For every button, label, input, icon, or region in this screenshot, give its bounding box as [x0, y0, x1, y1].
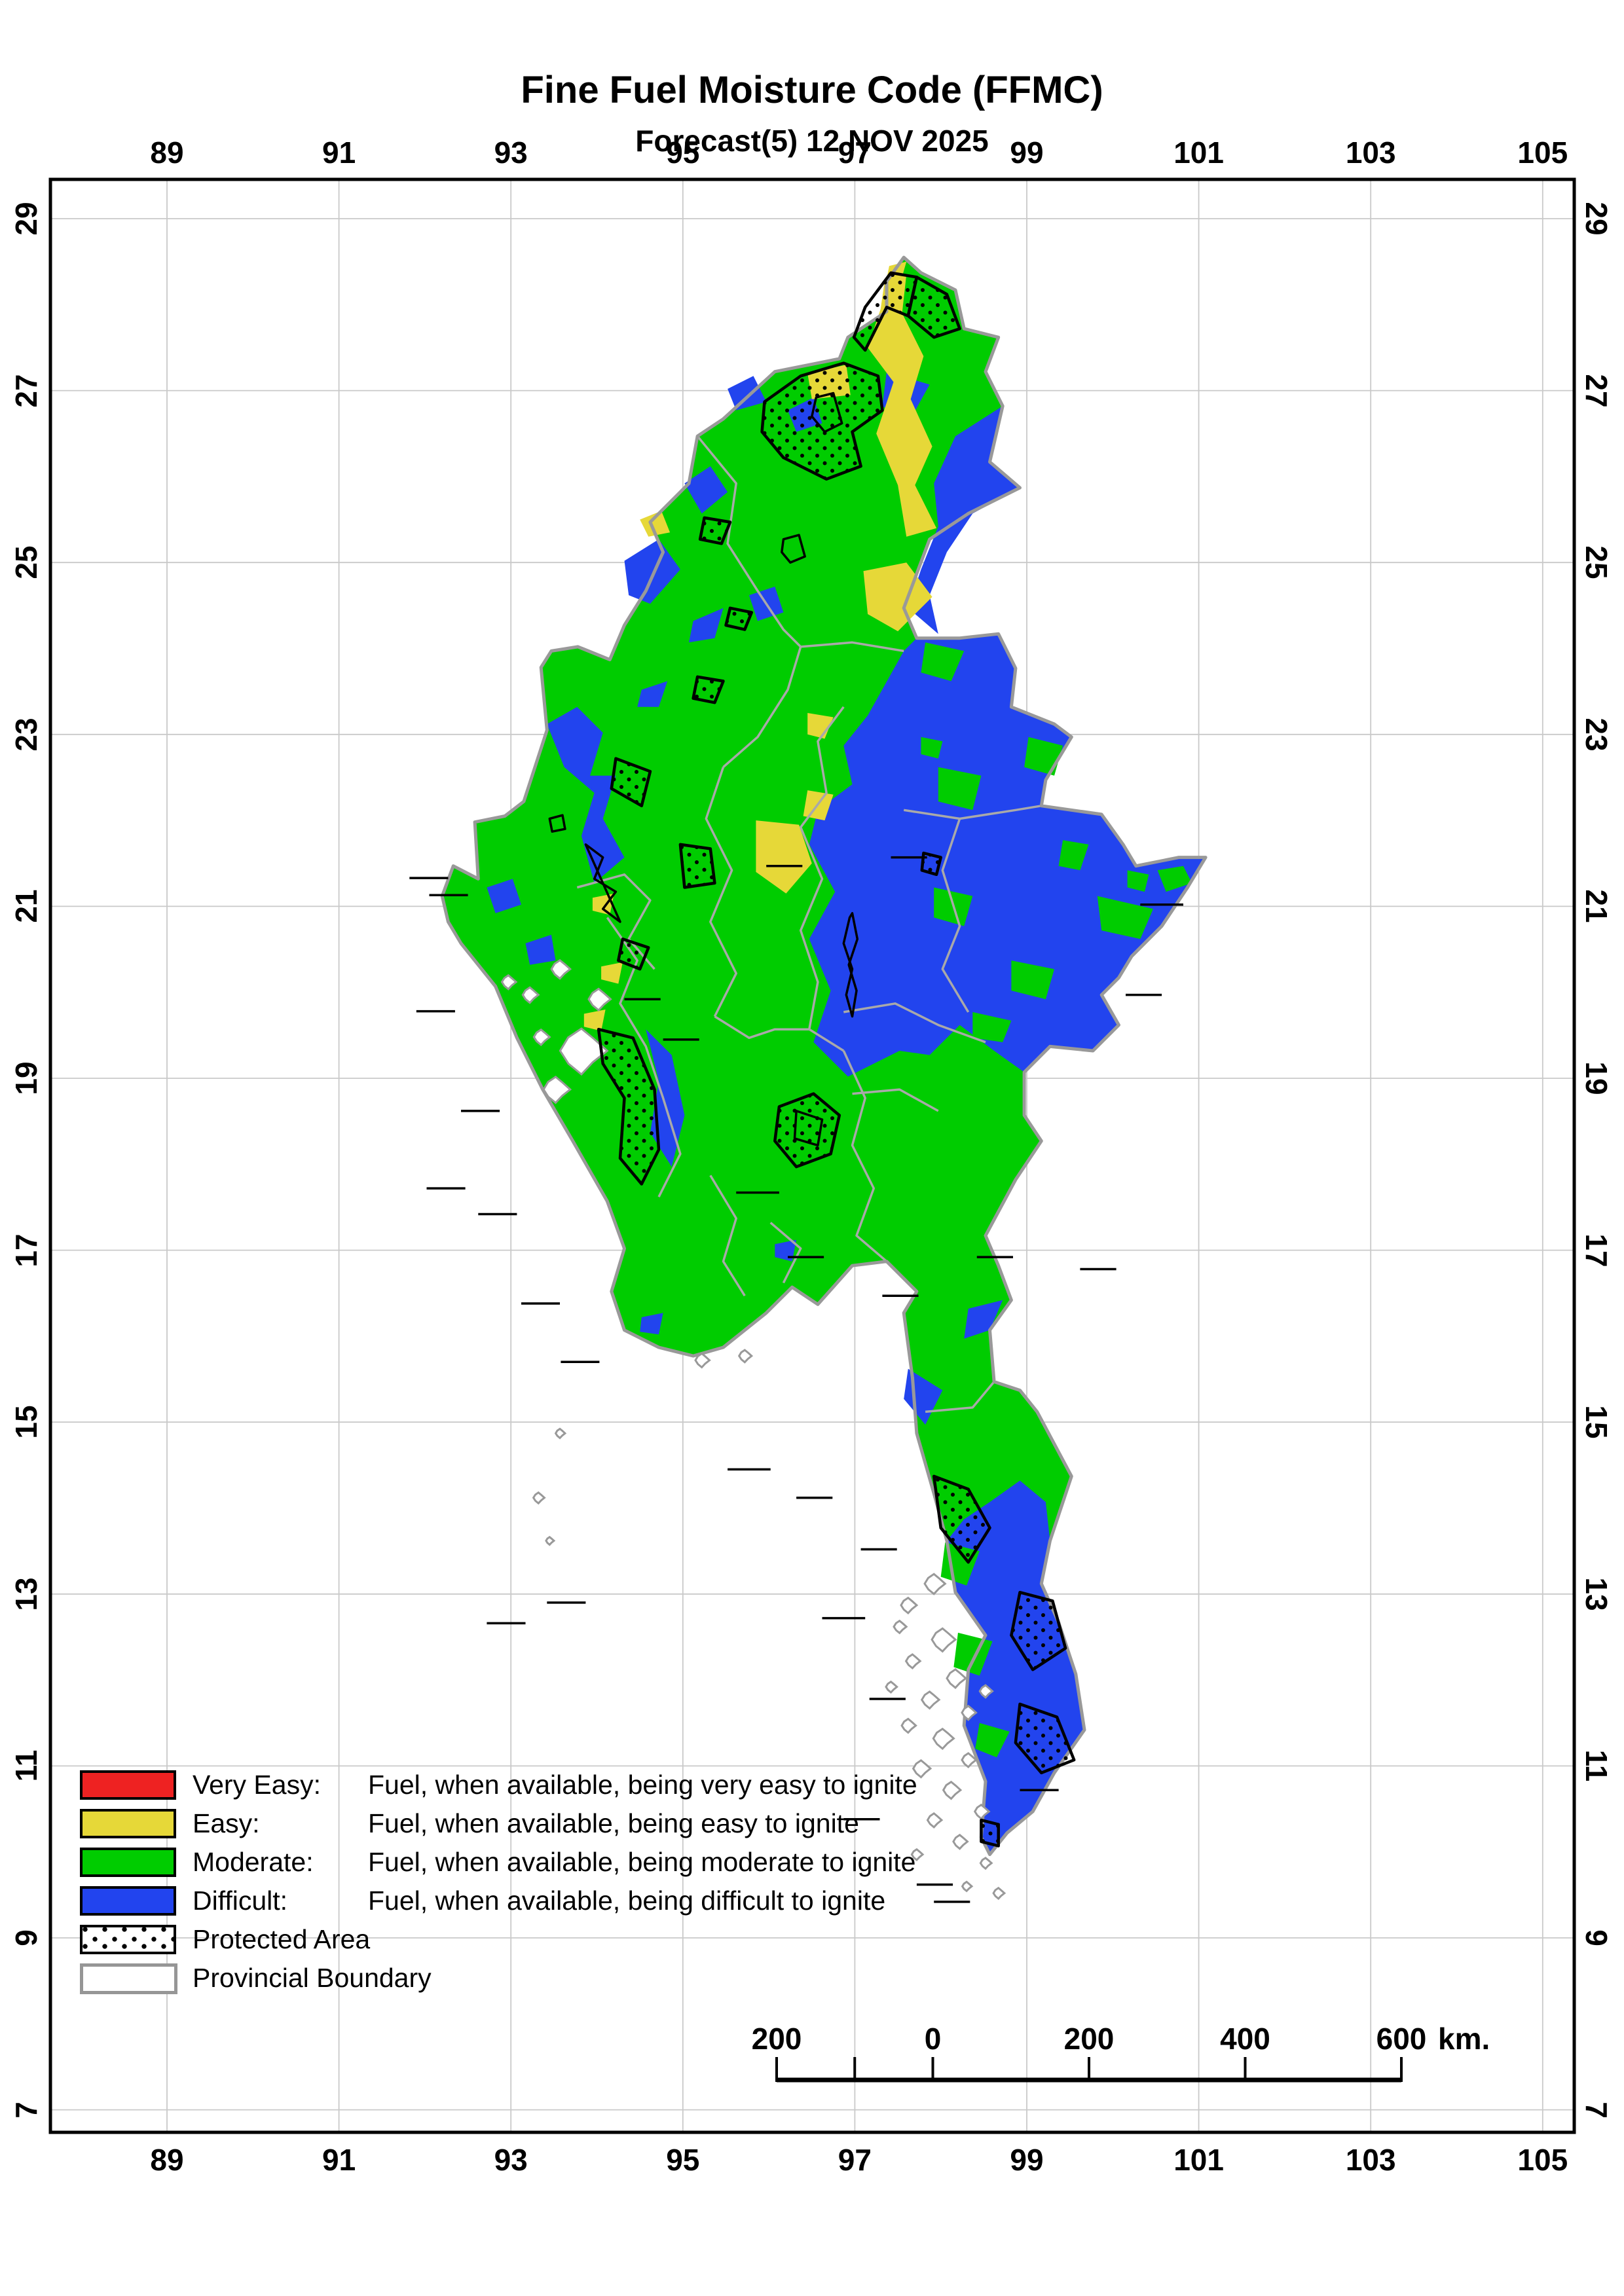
y-tick-label-right: 15 [1579, 1405, 1614, 1439]
x-tick-label-bottom: 103 [1345, 2143, 1396, 2177]
x-tick-label-bottom: 97 [838, 2143, 872, 2177]
legend-row: Easy: Fuel, when available, being easy to… [80, 1808, 1101, 1848]
legend-label: Easy: [193, 1808, 260, 1838]
x-tick-label-bottom: 89 [150, 2143, 184, 2177]
y-tick-label-right: 13 [1579, 1577, 1614, 1611]
y-tick-label-left: 7 [9, 2101, 43, 2119]
scalebar-tick-label: 200 [751, 2022, 802, 2056]
y-tick-label-left: 17 [9, 1233, 43, 1267]
legend-row: Difficult: Fuel, when available, being di… [80, 1886, 1101, 1925]
scalebar-unit: km. [1438, 2022, 1490, 2056]
y-tick-label-left: 9 [9, 1929, 43, 1946]
moderate-patches [921, 642, 1192, 1758]
x-tick-label-top: 89 [150, 136, 184, 170]
scalebar-tick-label: 400 [1220, 2022, 1270, 2056]
map-frame [48, 177, 1576, 2134]
legend-desc: Fuel, when available, being easy to igni… [368, 1808, 859, 1838]
y-tick-label-right: 21 [1579, 889, 1614, 923]
x-tick-label-bottom: 93 [494, 2143, 528, 2177]
legend-swatch-protected [80, 1925, 176, 1954]
legend-desc: Fuel, when available, being difficult to… [368, 1886, 886, 1916]
y-tick-label-left: 15 [9, 1405, 43, 1439]
y-tick-label-left: 29 [9, 202, 43, 236]
x-tick-label-bottom: 95 [666, 2143, 700, 2177]
page-subtitle: Forecast(5) 12 NOV 2025 [635, 124, 989, 158]
legend-label: Moderate: [193, 1847, 314, 1877]
legend-label: Provincial Boundary [193, 1963, 432, 1993]
legend-swatch-moderate [80, 1848, 176, 1877]
lake-outlines [548, 392, 859, 1147]
dash-markers [409, 856, 1183, 1903]
x-tick-label-bottom: 101 [1173, 2143, 1224, 2177]
legend-swatch-provincial [80, 1963, 177, 1994]
y-tick-label-right: 25 [1579, 545, 1614, 579]
y-tick-label-left: 21 [9, 889, 43, 923]
x-tick-label-top: 93 [494, 136, 528, 170]
legend-label: Very Easy: [193, 1770, 321, 1800]
protected-areas [597, 271, 1076, 1848]
y-tick-label-left: 25 [9, 545, 43, 579]
x-tick-label-top: 101 [1173, 136, 1224, 170]
legend-row: Protected Area [80, 1924, 1101, 1963]
country-land [442, 257, 1206, 1855]
y-tick-label-right: 27 [1579, 374, 1614, 408]
y-tick-label-left: 23 [9, 718, 43, 752]
legend-swatch-difficult [80, 1886, 176, 1916]
scale-bar [775, 2057, 1403, 2083]
legend-row: Very Easy: Fuel, when available, being ve… [80, 1770, 1101, 1809]
y-tick-label-right: 23 [1579, 718, 1614, 752]
country-border [440, 255, 1208, 1857]
y-tick-label-right: 19 [1579, 1061, 1614, 1095]
x-tick-label-top: 103 [1345, 136, 1396, 170]
legend-row: Moderate: Fuel, when available, being mod… [80, 1847, 1101, 1886]
scalebar-tick-label: 200 [1063, 2022, 1115, 2056]
x-tick-label-top: 91 [322, 136, 356, 170]
x-tick-label-bottom: 99 [1010, 2143, 1044, 2177]
easy-regions [583, 261, 937, 1031]
y-tick-label-right: 9 [1579, 1929, 1614, 1946]
scalebar-tick-label: 600 [1376, 2022, 1427, 2056]
x-tick-label-top: 105 [1517, 136, 1568, 170]
legend-swatch-easy [80, 1809, 176, 1838]
y-tick-label-right: 17 [1579, 1233, 1614, 1267]
y-tick-label-left: 19 [9, 1061, 43, 1095]
legend-row: Provincial Boundary [80, 1963, 1101, 2002]
x-tick-label-top: 99 [1010, 136, 1044, 170]
y-tick-label-left: 11 [9, 1750, 43, 1782]
y-tick-label-right: 7 [1579, 2101, 1614, 2119]
y-tick-label-left: 13 [9, 1577, 43, 1611]
provincial-boundaries [576, 435, 1042, 1413]
legend-label: Difficult: [193, 1886, 288, 1916]
y-tick-label-right: 29 [1579, 202, 1614, 236]
island-outlines [500, 958, 1006, 1901]
legend-desc: Fuel, when available, being very easy to… [368, 1770, 917, 1800]
x-tick-label-bottom: 105 [1517, 2143, 1568, 2177]
y-tick-label-left: 27 [9, 374, 43, 408]
legend: Very Easy: Fuel, when available, being ve… [80, 1770, 1101, 2002]
scalebar-tick-label: 0 [924, 2022, 942, 2056]
x-tick-label-top: 97 [838, 136, 872, 170]
page-title: Fine Fuel Moisture Code (FFMC) [521, 69, 1103, 111]
x-tick-label-bottom: 91 [322, 2143, 356, 2177]
legend-desc: Fuel, when available, being moderate to … [368, 1847, 916, 1877]
legend-label: Protected Area [193, 1924, 371, 1954]
y-tick-label-right: 11 [1579, 1750, 1614, 1782]
legend-swatch-very_easy [80, 1770, 176, 1800]
x-tick-label-top: 95 [666, 136, 700, 170]
